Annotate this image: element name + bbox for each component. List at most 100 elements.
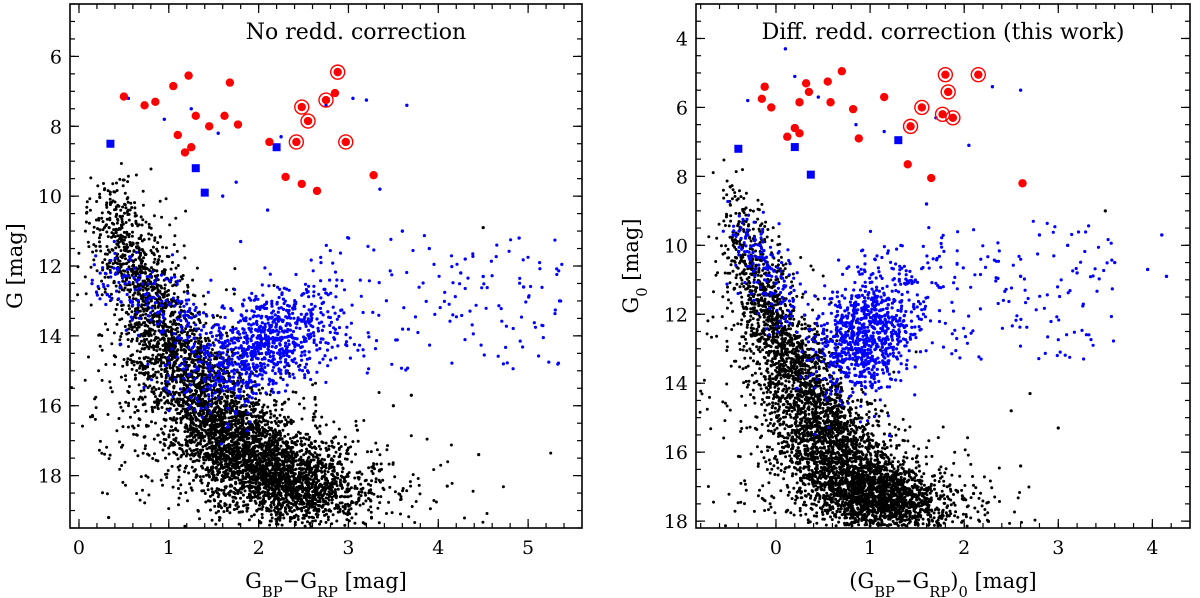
field-star-point <box>234 471 238 475</box>
field-star-point <box>142 388 146 392</box>
field-star-point <box>194 433 197 437</box>
field-star-point <box>134 405 138 409</box>
field-star-point <box>315 426 319 430</box>
field-star-point <box>142 435 146 439</box>
field-star-point <box>174 216 178 220</box>
field-star-point <box>343 507 347 511</box>
field-star-point <box>176 264 180 267</box>
field-star-point <box>126 180 130 184</box>
field-star-point <box>282 415 286 419</box>
field-star-point <box>215 314 219 318</box>
field-star-point <box>266 420 270 424</box>
field-star-point <box>135 492 139 495</box>
field-star-point <box>203 435 207 438</box>
field-star-point <box>188 353 191 357</box>
field-star-point <box>299 497 303 501</box>
field-star-point <box>345 457 349 461</box>
field-star-point <box>133 449 137 453</box>
field-star-point <box>416 477 420 480</box>
field-star-point <box>184 464 188 468</box>
field-star-point <box>226 436 230 440</box>
field-star-point <box>245 416 249 420</box>
field-star-point <box>335 519 339 523</box>
field-star-point <box>273 446 277 450</box>
field-star-point <box>218 424 222 428</box>
field-star-point <box>158 347 162 351</box>
field-star-point <box>129 201 133 205</box>
field-star-point <box>101 220 105 224</box>
field-star-point <box>330 498 334 502</box>
field-star-point <box>315 515 319 519</box>
field-star-point <box>205 414 209 417</box>
field-star-point <box>266 483 270 487</box>
field-star-point <box>103 275 107 279</box>
field-star-point <box>297 485 301 489</box>
field-star-point <box>171 390 175 394</box>
field-star-point <box>246 496 249 499</box>
field-star-point <box>143 267 147 271</box>
field-star-point <box>307 449 311 453</box>
field-star-point <box>271 451 275 455</box>
field-star-point <box>131 259 135 263</box>
field-star-point <box>152 253 156 257</box>
field-star-point <box>253 494 257 498</box>
field-star-point <box>208 424 212 427</box>
field-star-point <box>286 415 290 419</box>
field-star-point <box>112 190 116 194</box>
field-star-point <box>138 364 142 368</box>
field-star-point <box>387 500 391 504</box>
field-star-point <box>143 316 147 320</box>
field-star-point <box>100 451 104 455</box>
field-star-point <box>159 398 163 402</box>
field-star-point <box>132 363 136 367</box>
field-star-point <box>280 437 284 441</box>
field-star-point <box>236 448 240 452</box>
field-star-point <box>266 422 269 426</box>
field-star-point <box>143 447 147 451</box>
field-star-point <box>343 503 347 507</box>
field-star-point <box>172 443 176 447</box>
field-star-point <box>228 505 232 509</box>
field-star-point <box>165 476 169 479</box>
field-star-point <box>285 444 288 447</box>
field-star-point <box>143 395 147 399</box>
field-star-point <box>281 428 285 432</box>
field-star-point <box>238 453 242 457</box>
field-star-point <box>292 482 296 486</box>
field-star-point <box>209 508 212 512</box>
field-star-point <box>158 394 162 398</box>
field-star-point <box>116 243 120 246</box>
field-star-point <box>321 475 325 478</box>
field-star-point <box>151 309 155 313</box>
field-star-point <box>169 314 172 318</box>
field-star-point <box>274 510 278 514</box>
field-star-point <box>136 454 140 458</box>
field-star-point <box>258 427 262 431</box>
field-star-point <box>330 441 334 444</box>
field-star-point <box>105 201 109 205</box>
field-star-point <box>268 393 272 397</box>
field-star-point <box>327 454 331 457</box>
field-star-point <box>302 436 306 440</box>
field-star-point <box>152 332 156 336</box>
field-star-point <box>189 339 193 342</box>
field-star-point <box>313 496 317 499</box>
field-star-point <box>176 465 180 469</box>
field-star-point <box>295 507 299 511</box>
field-star-point <box>307 515 311 519</box>
field-star-point <box>124 483 127 487</box>
field-star-point <box>130 234 134 238</box>
field-star-point <box>85 200 89 204</box>
field-star-point <box>163 270 167 274</box>
field-star-point <box>171 485 175 489</box>
field-star-point <box>139 323 143 327</box>
field-star-point <box>262 403 266 407</box>
field-star-point <box>260 471 264 475</box>
field-star-point <box>280 402 284 406</box>
field-star-point <box>142 356 146 360</box>
field-star-point <box>270 439 274 443</box>
field-star-point <box>170 354 174 358</box>
field-star-point <box>240 384 244 388</box>
field-star-point <box>186 285 190 289</box>
field-star-point <box>130 339 133 343</box>
